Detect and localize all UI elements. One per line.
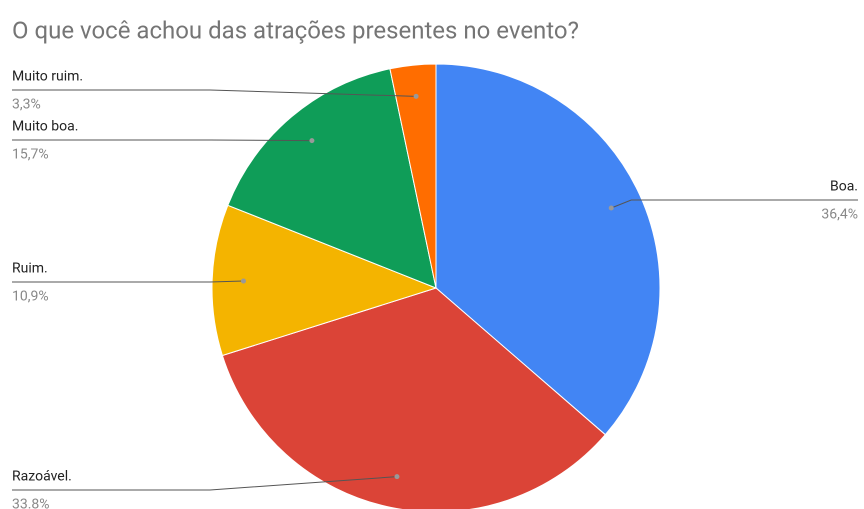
leader-dot [608, 205, 614, 211]
leader-line [12, 139, 312, 142]
leader-line [12, 280, 244, 283]
slice-value-label: 33.8% [12, 497, 50, 509]
slice-label: Muito ruim. [12, 69, 83, 85]
slice-value-label: 15,7% [12, 147, 49, 163]
slices [211, 63, 661, 509]
pie-slice [389, 63, 437, 289]
slice-label: Razoável. [12, 469, 72, 485]
leader-dot [413, 93, 419, 99]
slice-value-label: 10,9% [12, 289, 49, 305]
leader-dot [240, 278, 246, 284]
pie-slice [435, 63, 661, 436]
pie-slice [211, 204, 438, 357]
leader-dot [394, 474, 400, 480]
pie-slice [227, 68, 437, 289]
pie-slice [221, 287, 606, 509]
slice-value-label: 36,4% [821, 207, 858, 223]
leader-line [12, 89, 417, 97]
slice-value-label: 3,3% [12, 97, 41, 113]
slice-label: Muito boa. [12, 119, 78, 135]
leader-line [12, 476, 398, 491]
slice-label: Ruim. [12, 261, 48, 277]
leader-dot [309, 138, 315, 144]
chart-title: O que você achou das atrações presentes … [12, 16, 579, 44]
slice-label: Boa. [830, 179, 858, 195]
leader-line [611, 199, 858, 209]
